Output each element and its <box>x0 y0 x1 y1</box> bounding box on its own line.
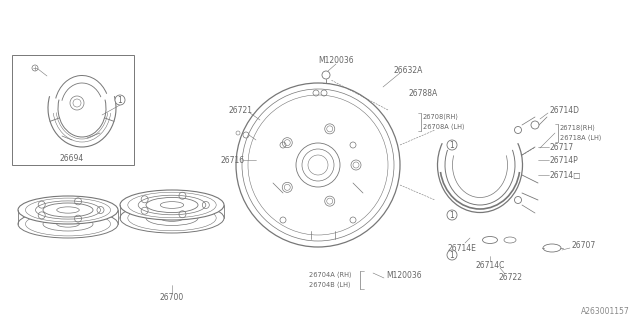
Text: 1: 1 <box>118 95 122 105</box>
Text: 26708A ⟨LH⟩: 26708A ⟨LH⟩ <box>423 124 465 130</box>
Circle shape <box>236 83 400 247</box>
Text: 26716: 26716 <box>221 156 245 164</box>
Text: 26632A: 26632A <box>394 66 422 75</box>
Circle shape <box>447 210 457 220</box>
Text: 26714□: 26714□ <box>550 171 581 180</box>
Text: A263001157: A263001157 <box>580 308 629 316</box>
Circle shape <box>447 140 457 150</box>
Text: 26704A ⟨RH⟩: 26704A ⟨RH⟩ <box>308 272 351 278</box>
Text: 26707: 26707 <box>572 241 596 250</box>
Text: 26718A ⟨LH⟩: 26718A ⟨LH⟩ <box>560 135 602 141</box>
Text: 26714C: 26714C <box>476 260 505 269</box>
Text: 1: 1 <box>450 251 454 260</box>
Text: 26717: 26717 <box>550 142 574 151</box>
Text: 26694: 26694 <box>60 154 84 163</box>
Text: 26714D: 26714D <box>550 106 580 115</box>
Bar <box>12 55 134 165</box>
Ellipse shape <box>309 229 337 241</box>
Text: 26700: 26700 <box>160 293 184 302</box>
Circle shape <box>308 155 328 175</box>
Text: 26714E: 26714E <box>447 244 476 252</box>
Ellipse shape <box>18 196 118 224</box>
Text: 26718⟨RH⟩: 26718⟨RH⟩ <box>560 125 596 131</box>
Circle shape <box>447 250 457 260</box>
Text: 26788A: 26788A <box>408 89 438 98</box>
Ellipse shape <box>120 190 224 220</box>
Text: 1: 1 <box>450 140 454 149</box>
Text: M120036: M120036 <box>318 55 354 65</box>
Text: 26708⟨RH⟩: 26708⟨RH⟩ <box>423 114 459 120</box>
Text: 1: 1 <box>450 211 454 220</box>
Text: 26722: 26722 <box>498 274 522 283</box>
Text: 26721: 26721 <box>228 106 252 115</box>
Text: 26704B ⟨LH⟩: 26704B ⟨LH⟩ <box>309 282 351 288</box>
Text: M120036: M120036 <box>386 270 422 279</box>
Text: 26714P: 26714P <box>550 156 579 164</box>
Circle shape <box>115 95 125 105</box>
Ellipse shape <box>309 87 331 99</box>
